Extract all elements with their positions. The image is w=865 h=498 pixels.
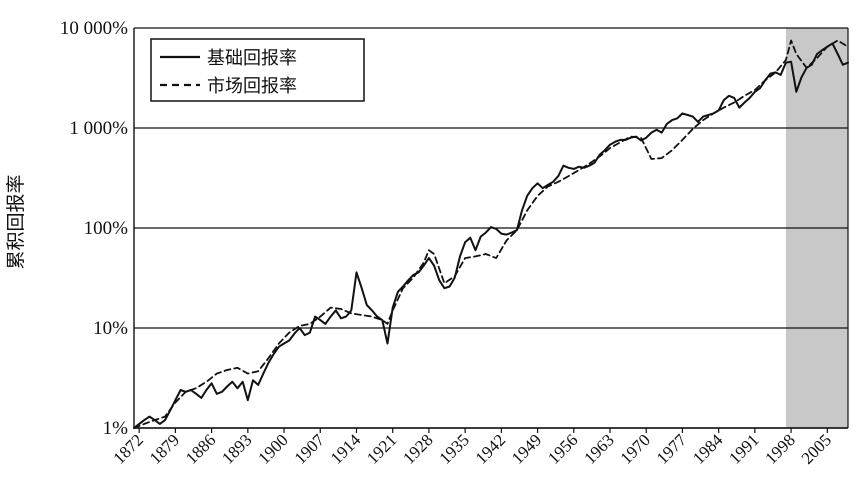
y-tick-label-2: 100% bbox=[84, 218, 129, 239]
x-tick-label-4: 1900 bbox=[254, 430, 291, 467]
x-tick-label-3: 1893 bbox=[218, 430, 255, 467]
x-tick-label-5: 1907 bbox=[291, 430, 329, 468]
series-line-market-return bbox=[133, 39, 849, 429]
x-tick-label-6: 1914 bbox=[327, 430, 365, 468]
y-tick-label-0: 1% bbox=[103, 418, 129, 439]
x-tick-label-13: 1963 bbox=[580, 430, 617, 467]
x-tick-label-8: 1928 bbox=[399, 430, 436, 467]
x-tick-label-11: 1949 bbox=[508, 430, 545, 467]
x-tick-label-9: 1935 bbox=[435, 430, 472, 467]
x-tick-label-2: 1886 bbox=[182, 430, 219, 467]
legend-label-0: 基础回报率 bbox=[207, 48, 297, 69]
x-tick-label-14: 1970 bbox=[617, 430, 654, 467]
x-tick-label-18: 1998 bbox=[761, 430, 798, 467]
x-tick-label-12: 1956 bbox=[544, 430, 581, 467]
x-tick-label-10: 1942 bbox=[472, 430, 509, 467]
legend: 基础回报率 市场回报率 bbox=[150, 38, 365, 102]
x-tick-label-1: 1879 bbox=[146, 430, 183, 467]
x-tick-label-19: 2005 bbox=[798, 430, 835, 467]
x-tick-label-7: 1921 bbox=[363, 430, 400, 467]
legend-label-1: 市场回报率 bbox=[207, 76, 297, 97]
y-tick-label-3: 1 000% bbox=[69, 118, 128, 139]
x-tick-label-16: 1984 bbox=[689, 430, 727, 468]
y-tick-label-1: 10% bbox=[93, 318, 128, 339]
x-tick-label-15: 1977 bbox=[653, 430, 691, 468]
y-axis-label: 累积回报率 bbox=[5, 174, 27, 269]
series-line-base-return bbox=[133, 42, 849, 429]
legend-box bbox=[150, 38, 365, 102]
x-tick-label-17: 1991 bbox=[725, 430, 762, 467]
y-tick-label-4: 10 000% bbox=[60, 18, 128, 39]
